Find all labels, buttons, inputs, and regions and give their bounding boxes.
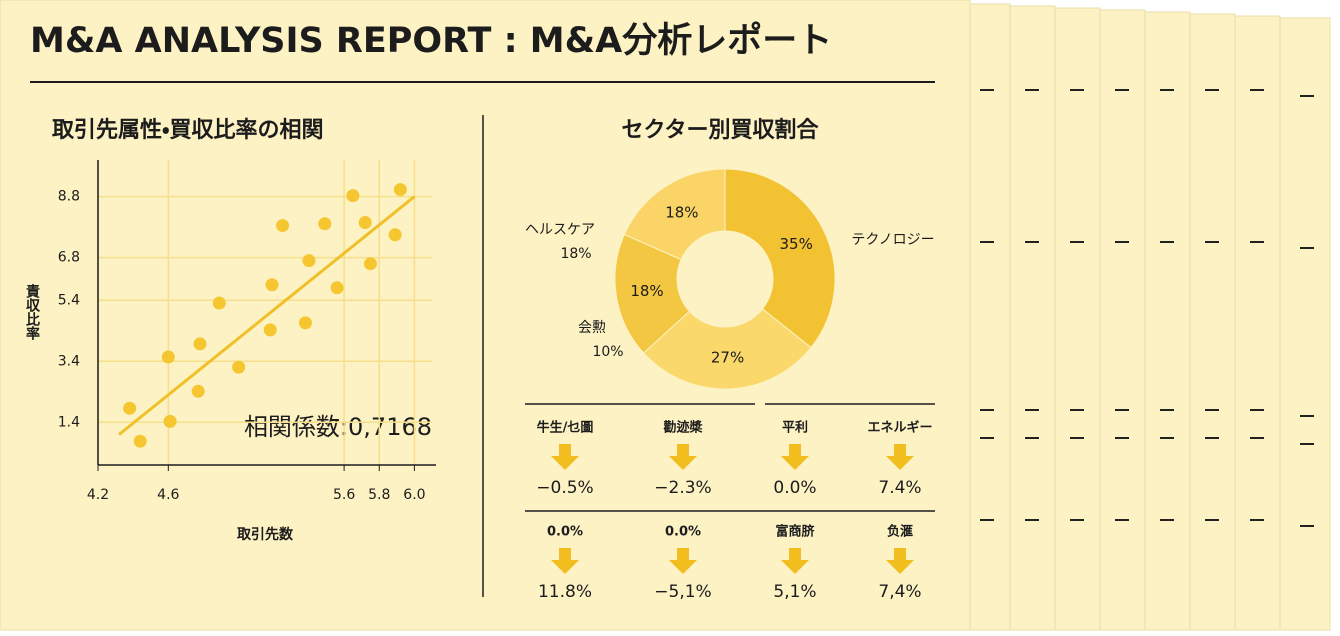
y-tick-label: 5.4 [58,292,80,308]
x-tick-label: 5.6 [333,487,355,503]
metric-value: −0.5% [536,478,593,498]
donut-segment [614,233,691,354]
sector-label: ヘルスケア [525,222,595,238]
metric-label: 勸迹槳 [662,420,703,436]
correlation: 相関係数:0,7168 [244,413,432,441]
metric-label: 0.0% [547,525,583,540]
scatter-chart: 4.2 4.6 5.6 5.8 6.0 1.4 3.4 5.4 6.8 8.8 [58,160,436,503]
down-arrow [669,548,697,574]
down-arrow [886,548,914,574]
x-tick-label: 4.2 [87,487,109,503]
segment-label: 18% [665,203,698,221]
metric-value: 7.4% [878,478,921,498]
metric-value: 7,4% [878,582,921,602]
scatter-point [161,350,175,364]
metric-value: −5,1% [654,582,711,602]
y-tick-label: 3.4 [58,353,80,369]
down-arrow [551,444,579,470]
donut-segment [724,168,836,349]
sector-label: テクノロジー [851,232,934,248]
scatter-point [318,217,332,231]
pie-title: セクター別買収割合 [621,118,819,143]
scatter-point [123,401,137,415]
metric-label: 牛生/乜圖 [537,420,594,436]
down-arrow [781,444,809,470]
metric-label: 0.0% [665,525,701,540]
metric-value: 0.0% [773,478,816,498]
metric-label: エネルギー [867,420,932,436]
donut-segment [642,308,812,390]
report-title: M&A ANALYSIS REPORT : M&A分析レポート [30,20,832,61]
scatter-point [346,189,360,203]
scatter-point [265,278,279,292]
y-tick-label: 1.4 [58,414,80,430]
segment-label: 35% [780,235,813,253]
metric-label: 平利 [782,420,808,436]
trendline [118,195,416,436]
scatter-point [358,216,372,230]
sector-share: 10% [592,344,623,360]
scatter-point [276,219,290,233]
sector-share: 18% [560,246,591,262]
down-arrow [781,548,809,574]
x-axis-label: 取引先数 [237,526,294,543]
y-axis-label: 責収比率 [24,283,40,341]
down-arrow [886,444,914,470]
scatter-point [393,183,407,197]
x-tick-label: 5.8 [368,487,390,503]
scatter-point [302,254,316,268]
donut-segment [623,168,726,261]
down-arrow [669,444,697,470]
scatter-point [363,257,377,271]
segment-label: 18% [630,282,663,300]
scatter-point [298,316,312,330]
x-tick-label: 4.6 [157,487,179,503]
scatter-title: 取引先属性・買収比率の相関 [52,118,323,143]
scatter-point [388,228,402,242]
y-tick-label: 8.8 [58,189,80,205]
scatter-point [212,296,226,310]
metric-label: 负滙 [887,524,913,540]
x-tick-label: 6.0 [403,487,425,503]
scatter-point [193,337,207,351]
scatter-point [133,434,147,448]
scatter-point [163,414,177,428]
metrics-table: 牛生/乜圖 −0.5% 勸迹槳 −2.3% 平利 0.0% エネルギー 7.4% 0.0% 11.… [536,420,932,603]
scatter-point [263,323,277,337]
metric-value: 11.8% [538,582,592,602]
scatter-point [330,281,344,295]
scatter-point [232,360,246,374]
metric-label: 富商脐 [775,524,815,540]
segment-label: 27% [711,348,744,366]
donut-chart: 35% 27% 18% 18% テクノロジー ヘルスケア 18% 会勲 10% [525,168,935,390]
metric-value: −2.3% [654,478,711,498]
down-arrow [551,548,579,574]
metric-value: 5,1% [773,582,816,602]
y-tick-label: 6.8 [58,250,80,266]
scatter-point [191,384,205,398]
sector-label: 会勲 [578,320,606,336]
